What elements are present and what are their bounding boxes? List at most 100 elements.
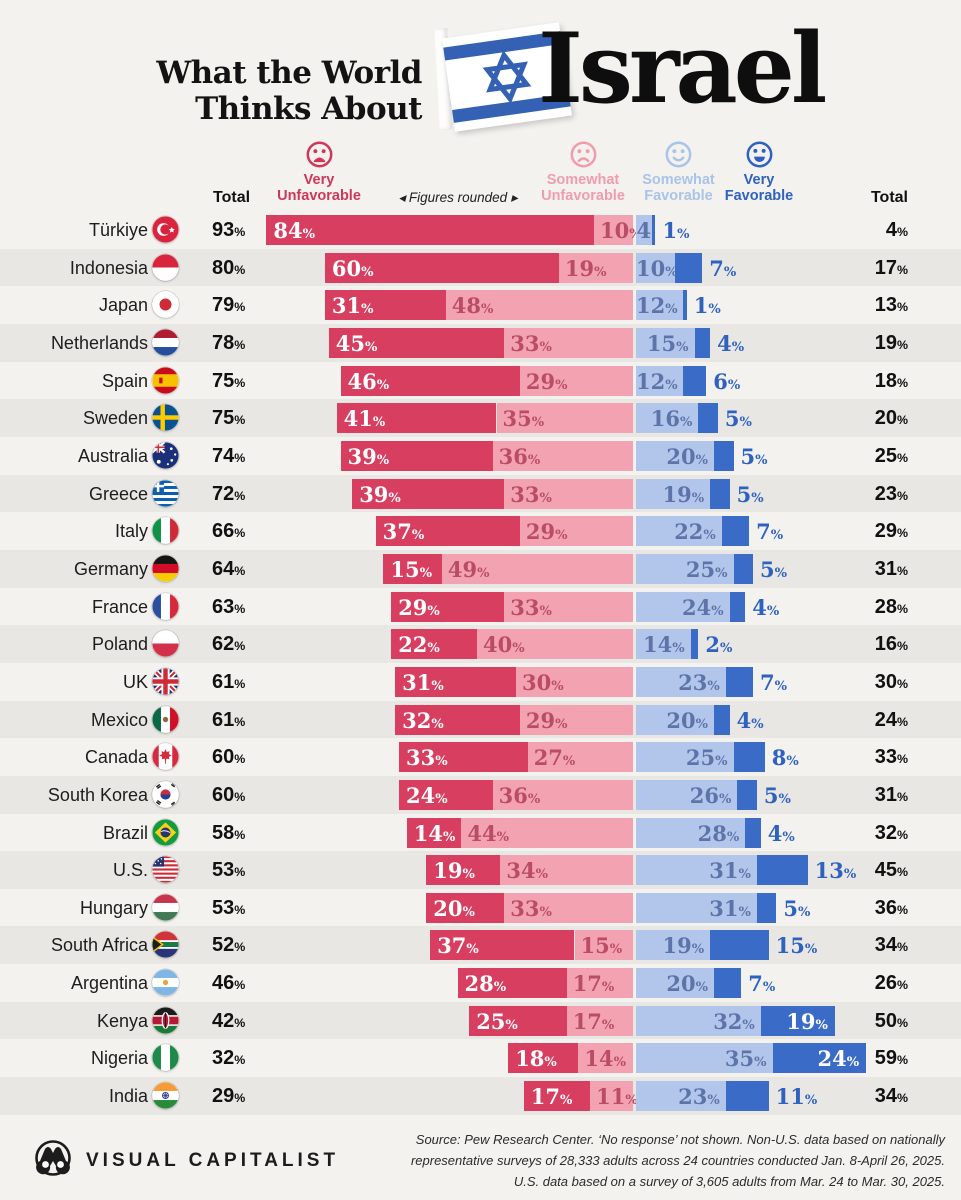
country-label: Italy	[114, 521, 148, 542]
legend-somewhat-unfavorable: Somewhat Unfavorable	[523, 140, 643, 204]
bar-very-unfavorable: 17%	[523, 1081, 591, 1112]
bar-very-unfavorable: 46%	[340, 365, 520, 396]
very-favorable-value: 5%	[724, 406, 752, 432]
bar-somewhat-favorable: 12%	[636, 365, 683, 396]
very-unfavorable-value: 29%	[398, 594, 440, 620]
bar-somewhat-unfavorable: 27%	[527, 742, 633, 773]
bar-somewhat-unfavorable: 34%	[500, 855, 633, 886]
bar-very-favorable	[714, 968, 742, 999]
flag-southafrica-icon	[152, 931, 179, 959]
flag-turkiye-icon	[152, 216, 179, 243]
very-unfavorable-value: 45%	[335, 330, 378, 356]
somewhat-favorable-value: 20%	[666, 971, 708, 997]
bar-very-favorable	[651, 215, 656, 245]
very-favorable-value: 1%	[662, 218, 690, 243]
total-unfavorable-value: 32%	[212, 1047, 246, 1070]
bar-somewhat-unfavorable: 35%	[496, 403, 633, 434]
total-favorable-value: 16%	[874, 633, 908, 656]
bar-somewhat-unfavorable: 44%	[461, 817, 633, 848]
somewhat-favorable-value: 22%	[674, 519, 716, 545]
flag-southkorea-icon	[152, 781, 179, 808]
title-line1: What the World	[156, 55, 422, 91]
bar-very-unfavorable: 14%	[406, 817, 462, 848]
bar-somewhat-favorable: 26%	[636, 779, 738, 810]
somewhat-unfavorable-value: 34%	[506, 858, 548, 884]
country-label: Sweden	[82, 408, 148, 429]
very-favorable-value: 2%	[705, 632, 733, 658]
total-favorable-value: 19%	[874, 331, 908, 354]
very-unfavorable-face-icon	[305, 140, 334, 169]
legend-very-unfavorable: Very Unfavorable	[254, 140, 384, 204]
title-line2: Thinks About	[195, 91, 422, 127]
bar-very-favorable	[714, 704, 730, 735]
flag-france-icon	[152, 592, 179, 620]
total-favorable-value: 18%	[874, 369, 908, 392]
country-label: Japan	[98, 295, 148, 316]
flag-mexico-icon	[152, 705, 179, 733]
country-row: Poland 62% 22% 40% 14% 2% 16%	[0, 625, 961, 663]
total-favorable-value: 31%	[874, 783, 908, 806]
very-favorable-value: 7%	[709, 255, 737, 281]
legend-label: Favorable	[724, 187, 794, 204]
somewhat-favorable-value: 25%	[685, 556, 728, 582]
very-unfavorable-value: 22%	[398, 632, 440, 658]
total-unfavorable-value: 74%	[212, 444, 246, 467]
bar-very-favorable	[710, 478, 730, 509]
very-unfavorable-value: 32%	[402, 707, 444, 733]
country-label: Netherlands	[50, 332, 148, 353]
bar-very-unfavorable: 29%	[391, 591, 505, 622]
flag-kenya-icon	[152, 1007, 179, 1034]
very-unfavorable-value: 60%	[331, 255, 374, 281]
total-favorable-value: 59%	[874, 1047, 908, 1070]
country-label: Mexico	[90, 709, 148, 730]
bar-very-favorable	[721, 516, 750, 547]
footer: VISUAL CAPITALIST Source: Pew Research C…	[0, 1122, 961, 1200]
very-favorable-value: 4%	[752, 594, 780, 620]
country-row: South Korea 60% 24% 36% 26% 5% 31%	[0, 775, 961, 814]
bar-somewhat-unfavorable: 17%	[566, 968, 633, 999]
flag-canada-icon	[152, 743, 179, 770]
country-row: Indonesia 80% 60% 19% 10% 7% 17%	[0, 248, 961, 287]
bar-very-favorable	[729, 591, 746, 622]
very-unfavorable-value: 33%	[406, 745, 448, 771]
source-line: Source: Pew Research Center. ‘No respons…	[415, 1132, 945, 1147]
bar-very-unfavorable: 60%	[324, 252, 559, 283]
country-row: India 29% 17% 11% 23% 11% 34%	[0, 1077, 961, 1115]
country-row: UK 61% 31% 30% 23% 7% 30%	[0, 663, 961, 701]
very-favorable-value: 7%	[756, 519, 784, 545]
bar-very-favorable	[710, 930, 769, 961]
somewhat-favorable-value: 31%	[709, 858, 751, 884]
bar-somewhat-unfavorable: 29%	[519, 704, 633, 735]
flag-italy-icon	[152, 517, 179, 544]
total-unfavorable-value: 75%	[212, 369, 246, 392]
bar-very-favorable	[675, 252, 703, 283]
total-favorable-value: 20%	[874, 407, 908, 430]
total-favorable-value: 34%	[874, 934, 908, 957]
country-label: Türkiye	[88, 220, 148, 240]
bar-somewhat-unfavorable: 30%	[516, 666, 633, 697]
somewhat-favorable-value: 35%	[724, 1046, 767, 1072]
flag-uk-icon	[152, 668, 179, 695]
somewhat-unfavorable-value: 44%	[467, 820, 509, 846]
very-unfavorable-value: 20%	[433, 895, 475, 921]
somewhat-favorable-value: 4	[636, 218, 652, 243]
very-favorable-value: 13%	[814, 858, 857, 884]
country-label: Greece	[88, 483, 148, 504]
country-row: Australia 74% 39% 36% 20% 5% 25%	[0, 437, 961, 475]
country-label: Germany	[73, 558, 148, 579]
total-favorable-value: 34%	[874, 1085, 908, 1108]
bar-very-favorable	[756, 855, 808, 886]
bar-somewhat-unfavorable: 29%	[519, 516, 633, 547]
country-label: Poland	[91, 634, 148, 655]
legend-label: Somewhat	[546, 172, 620, 188]
bar-very-unfavorable: 39%	[340, 440, 493, 471]
somewhat-unfavorable-value: 10%	[600, 218, 642, 243]
bar-very-favorable	[714, 440, 734, 471]
total-unfavorable-value: 72%	[212, 482, 246, 505]
country-label: Kenya	[96, 1010, 148, 1031]
bar-somewhat-favorable: 10%	[636, 252, 678, 283]
country-label: Australia	[77, 445, 148, 466]
bar-very-favorable	[698, 403, 718, 434]
bar-somewhat-favorable: 14%	[636, 629, 691, 660]
